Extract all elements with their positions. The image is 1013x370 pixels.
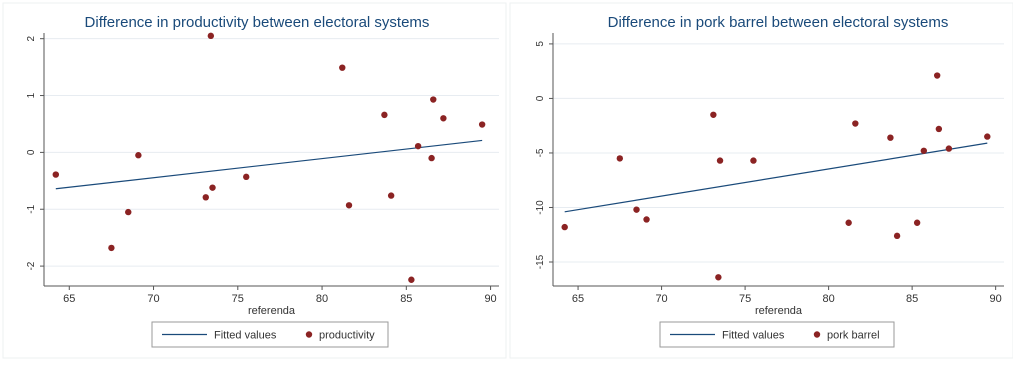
data-point xyxy=(887,134,894,141)
data-point xyxy=(202,194,209,201)
scatter-series xyxy=(52,32,486,283)
y-tick-label: 0 xyxy=(535,95,546,101)
y-axis: -2 -1 0 1 2 xyxy=(26,33,499,286)
x-tick-label: 70 xyxy=(655,293,667,305)
data-point xyxy=(387,192,395,199)
x-axis-label: referenda xyxy=(755,305,803,317)
y-tick-label: -2 xyxy=(26,261,37,270)
data-point xyxy=(440,115,447,122)
data-point xyxy=(345,202,353,209)
y-tick-label: 2 xyxy=(26,35,37,41)
data-point xyxy=(913,219,921,226)
legend: Fitted values pork barrel xyxy=(659,321,895,348)
x-tick-label: 70 xyxy=(147,293,159,305)
data-point xyxy=(920,147,928,154)
data-point xyxy=(207,32,215,40)
plot-area xyxy=(44,33,499,286)
data-point xyxy=(643,216,650,223)
chart-panel-2: Difference in pork barrel between electo… xyxy=(509,2,1013,359)
x-tick-label: 75 xyxy=(232,293,244,305)
data-point xyxy=(893,232,901,240)
data-point xyxy=(716,157,724,164)
data-point xyxy=(616,155,624,162)
legend-label-fitted: Fitted values xyxy=(722,330,785,342)
data-point xyxy=(845,219,852,226)
data-point xyxy=(561,223,568,231)
legend-label-series: productivity xyxy=(319,330,375,342)
fitted-line xyxy=(564,142,988,213)
x-tick-label: 65 xyxy=(572,293,584,305)
data-point xyxy=(478,121,486,128)
data-point xyxy=(984,133,991,140)
data-point xyxy=(52,171,59,178)
x-axis: 65 70 75 80 85 90 referenda xyxy=(44,285,499,317)
chart-title: Difference in pork barrel between electo… xyxy=(608,14,949,31)
legend-label-fitted: Fitted values xyxy=(214,330,277,342)
plot-area xyxy=(553,33,1004,286)
y-tick-label: -1 xyxy=(26,204,37,213)
x-axis-label: referenda xyxy=(248,305,296,317)
x-tick-label: 85 xyxy=(400,293,412,305)
x-tick-label: 90 xyxy=(484,293,496,305)
data-point xyxy=(430,96,437,103)
data-point xyxy=(428,154,435,162)
data-point xyxy=(715,274,722,281)
x-tick-label: 75 xyxy=(739,293,751,305)
data-point xyxy=(381,111,388,119)
x-tick-label: 80 xyxy=(822,293,834,305)
data-point xyxy=(852,120,859,127)
data-point xyxy=(414,142,422,150)
data-point xyxy=(933,72,941,79)
x-tick-label: 90 xyxy=(990,293,1002,305)
data-point xyxy=(750,157,757,164)
data-point xyxy=(125,208,132,216)
data-point xyxy=(935,125,943,133)
data-point xyxy=(209,184,216,191)
data-point xyxy=(633,206,640,213)
data-point xyxy=(108,244,115,252)
data-point xyxy=(945,145,953,152)
y-tick-label: -15 xyxy=(535,254,546,269)
chart-title: Difference in productivity between elect… xyxy=(85,14,430,31)
x-tick-label: 80 xyxy=(316,293,328,305)
data-point xyxy=(408,276,415,283)
data-point xyxy=(243,173,250,181)
legend: Fitted values productivity xyxy=(151,321,389,348)
y-tick-label: -5 xyxy=(535,148,546,157)
legend-marker-swatch xyxy=(305,331,313,338)
scatter-series xyxy=(561,72,991,281)
y-tick-label: 0 xyxy=(26,149,37,155)
y-tick-label: 5 xyxy=(535,41,546,47)
chart-panel-1: Difference in productivity between elect… xyxy=(2,2,507,359)
fitted-line xyxy=(55,139,483,190)
legend-marker-swatch xyxy=(813,331,821,338)
x-tick-label: 65 xyxy=(63,293,75,305)
data-point xyxy=(339,64,346,71)
data-point xyxy=(710,111,717,118)
y-tick-label: -10 xyxy=(535,200,546,215)
legend-label-series: pork barrel xyxy=(827,330,880,342)
x-axis: 65 70 75 80 85 90 referenda xyxy=(553,285,1004,317)
y-tick-label: 1 xyxy=(26,92,37,98)
x-tick-label: 85 xyxy=(906,293,918,305)
data-point xyxy=(135,152,142,159)
